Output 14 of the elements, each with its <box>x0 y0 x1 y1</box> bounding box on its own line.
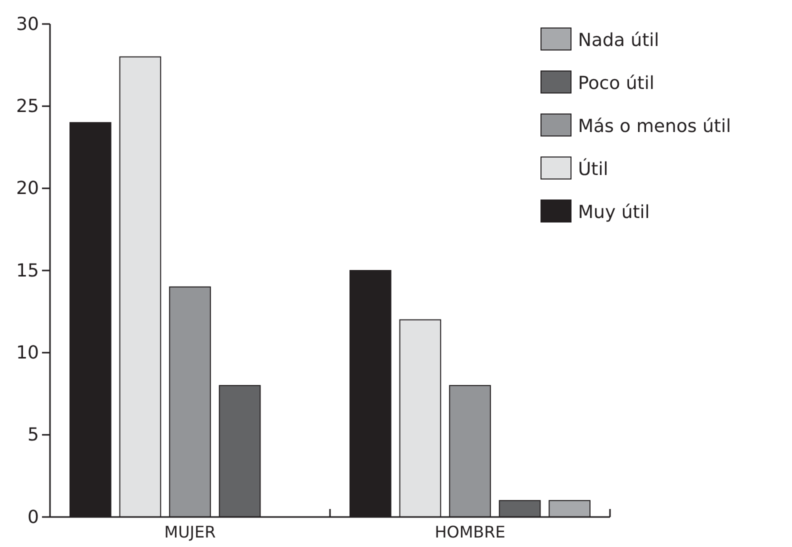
y-tick-label: 30 <box>16 14 39 35</box>
legend-label: Útil <box>578 158 608 180</box>
legend-label: Muy útil <box>578 202 650 223</box>
y-tick-label: 0 <box>28 506 39 528</box>
y-tick-label: 10 <box>16 342 39 364</box>
legend-label: Nada útil <box>578 30 660 51</box>
y-tick-label: 20 <box>16 178 39 200</box>
x-tick-label: HOMBRE <box>434 522 506 542</box>
y-tick-label: 25 <box>16 96 39 117</box>
legend-label: Más o menos útil <box>578 116 731 137</box>
legend-label: Poco útil <box>578 73 654 94</box>
x-tick-label: MUJER <box>164 522 216 542</box>
y-tick-label: 5 <box>28 424 39 446</box>
y-tick-label: 15 <box>16 260 39 282</box>
